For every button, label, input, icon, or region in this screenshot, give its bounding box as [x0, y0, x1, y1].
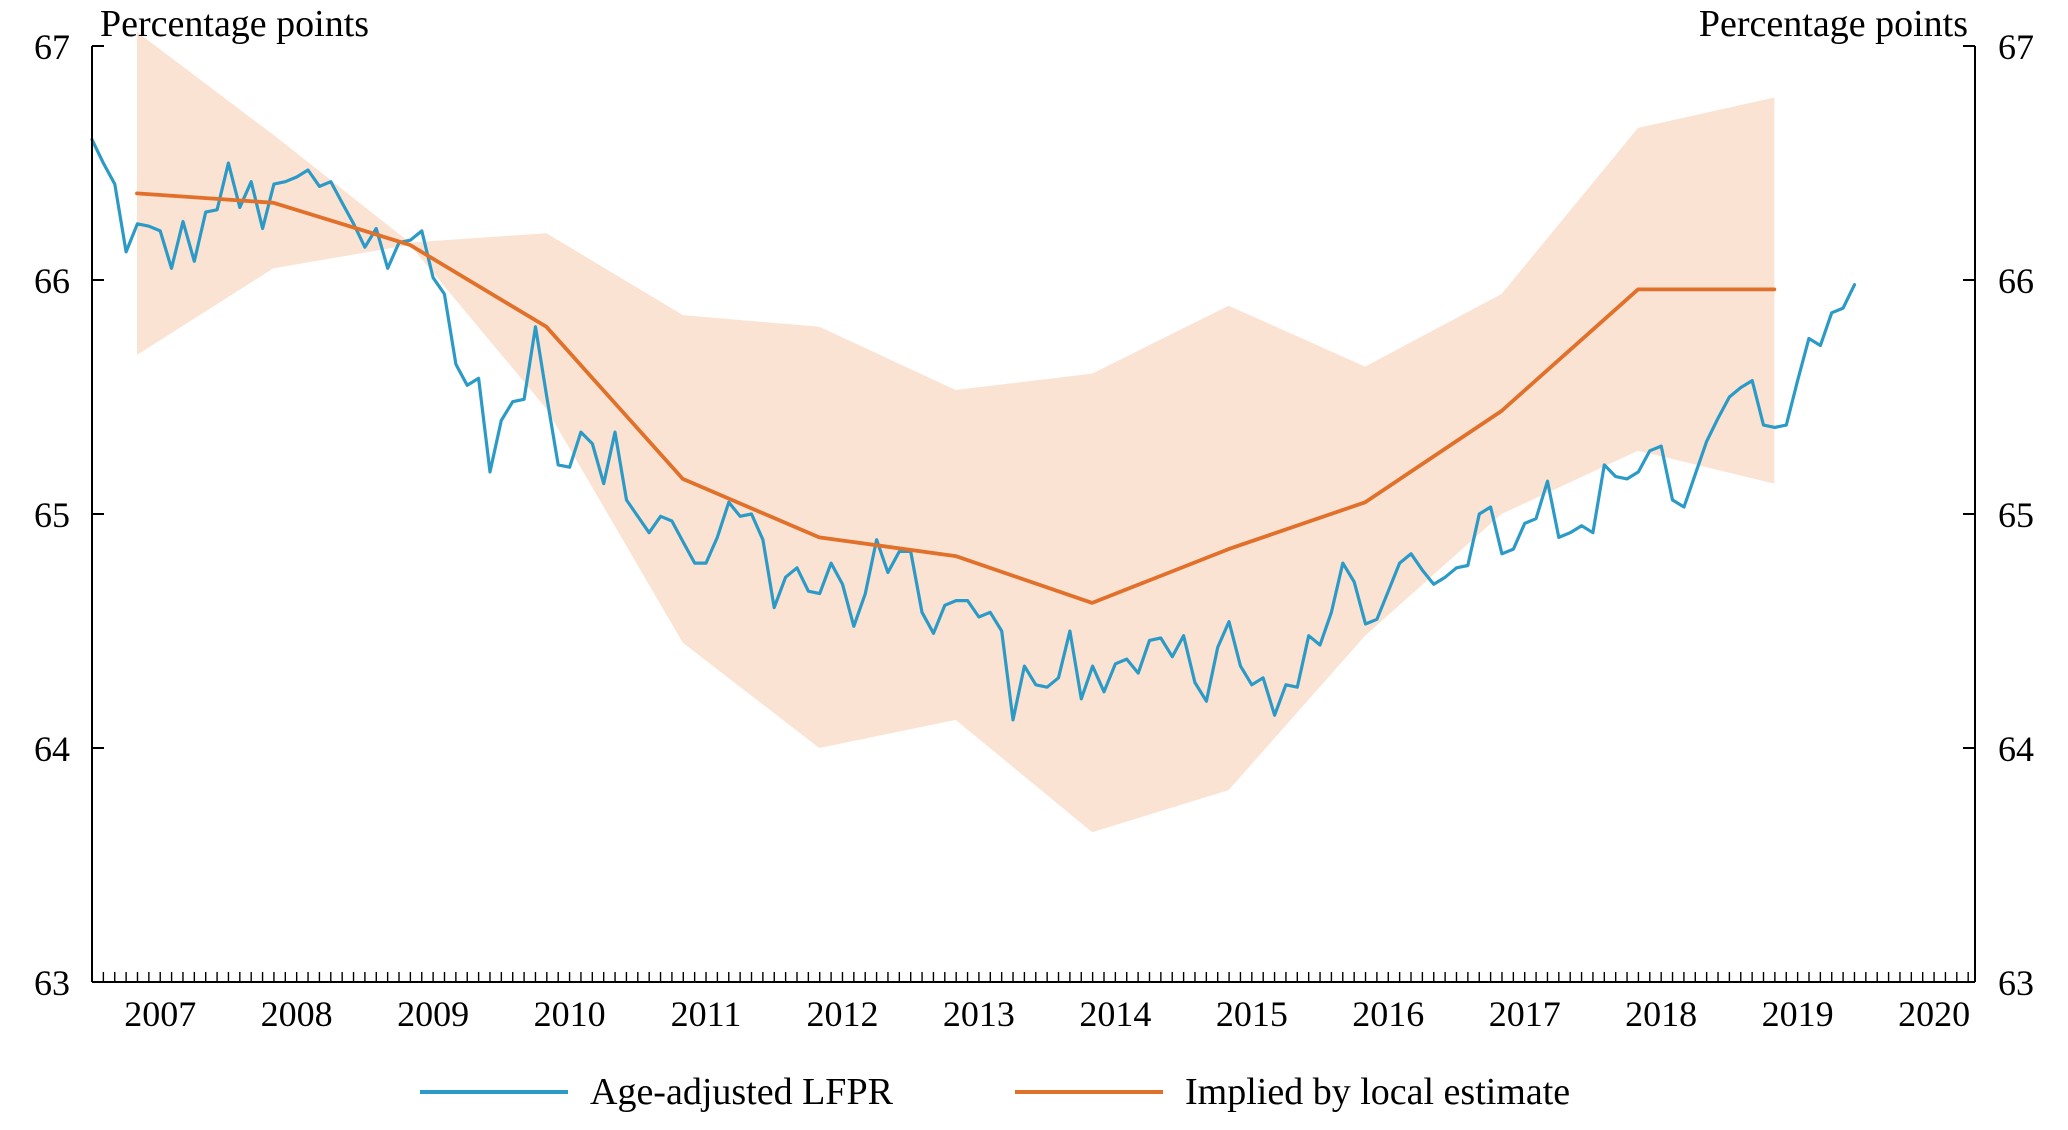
- y-tick-label-right-65: 65: [1998, 495, 2034, 535]
- x-tick-label-2012: 2012: [806, 994, 878, 1034]
- legend-swatch-estimate: [1015, 1090, 1163, 1094]
- series-line-estimate: [135, 191, 1777, 605]
- y-tick-label-left-64: 64: [34, 729, 70, 769]
- left-axis-unit-label: Percentage points: [100, 3, 370, 45]
- x-tick-label-2017: 2017: [1489, 994, 1561, 1034]
- x-tick-label-2010: 2010: [534, 994, 606, 1034]
- y-tick-label-right-64: 64: [1998, 729, 2034, 769]
- legend-label-lfpr: Age-adjusted LFPR: [590, 1071, 893, 1113]
- series-line-lfpr: [90, 138, 1857, 722]
- x-tick-label-2018: 2018: [1625, 994, 1697, 1034]
- legend-label-estimate: Implied by local estimate: [1185, 1071, 1571, 1113]
- y-tick-label-left-63: 63: [34, 963, 70, 1003]
- x-tick-label-2008: 2008: [261, 994, 333, 1034]
- x-tick-label-2013: 2013: [943, 994, 1015, 1034]
- legend-item-lfpr: Age-adjusted LFPR: [420, 1064, 893, 1120]
- y-tick-label-right-63: 63: [1998, 963, 2034, 1003]
- x-tick-label-2016: 2016: [1352, 994, 1424, 1034]
- x-tick-label-2020: 2020: [1898, 994, 1970, 1034]
- x-tick-label-2009: 2009: [397, 994, 469, 1034]
- x-tick-label-2014: 2014: [1079, 994, 1151, 1034]
- legend: Age-adjusted LFPR Implied by local estim…: [0, 1064, 2068, 1120]
- legend-swatch-lfpr: [420, 1090, 568, 1094]
- right-axis-unit-label: Percentage points: [1698, 3, 1968, 45]
- series-lines-layer: [90, 138, 1857, 722]
- confidence-band-layer: [137, 32, 1775, 833]
- y-tick-label-left-65: 65: [34, 495, 70, 535]
- x-tick-label-2019: 2019: [1762, 994, 1834, 1034]
- y-tick-label-left-66: 66: [34, 261, 70, 301]
- axes-layer: 63 63 64 64 65 65 66 66 67 67 2007 2008 2009 2010 2011…: [34, 27, 2034, 1034]
- y-tick-label-right-67: 67: [1998, 27, 2034, 67]
- x-tick-label-2007: 2007: [124, 994, 196, 1034]
- y-tick-label-right-66: 66: [1998, 261, 2034, 301]
- x-tick-label-2011: 2011: [671, 994, 742, 1034]
- x-tick-label-2015: 2015: [1216, 994, 1288, 1034]
- y-tick-label-left-67: 67: [34, 27, 70, 67]
- legend-item-estimate: Implied by local estimate: [1015, 1064, 1570, 1120]
- confidence-band: [137, 32, 1775, 833]
